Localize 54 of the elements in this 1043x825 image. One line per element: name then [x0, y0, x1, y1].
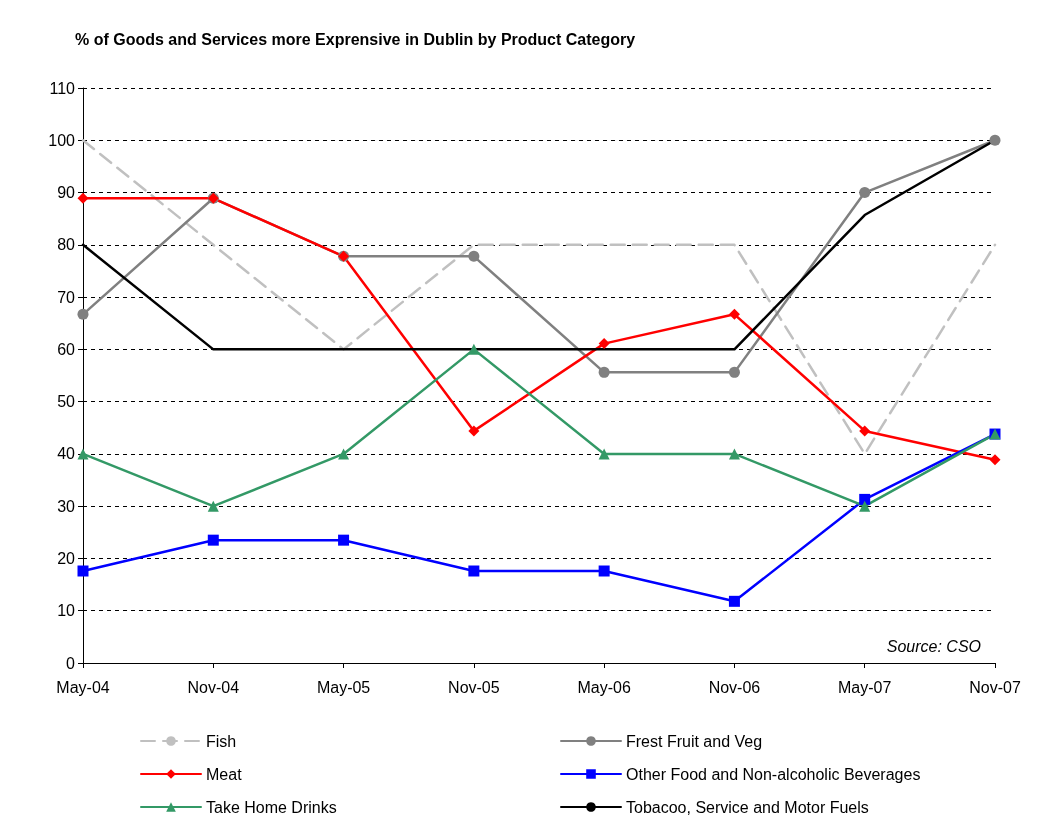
point: [338, 534, 350, 546]
point: [468, 250, 480, 262]
point: [598, 366, 610, 378]
point: [989, 454, 1001, 466]
x-tick-label: May-04: [56, 678, 110, 696]
point: [859, 425, 871, 437]
legend-label: Meat: [206, 765, 243, 783]
y-tick-label: 60: [57, 340, 76, 358]
point: [728, 595, 740, 607]
annotation: Source: CSO: [886, 637, 982, 655]
point: [859, 500, 871, 512]
y-tick-label: 0: [66, 654, 76, 672]
point: [728, 366, 740, 378]
point: [859, 187, 871, 199]
y-tick-label: 20: [57, 549, 76, 567]
y-tick-label: 50: [57, 393, 76, 411]
point: [468, 425, 480, 437]
y-tick-label: 110: [49, 79, 76, 97]
x-tick-label: May-05: [316, 678, 371, 696]
legend-label: Tobacoo, Service and Motor Fuels: [626, 798, 869, 816]
point: [468, 565, 480, 577]
legend-label: Take Home Drinks: [206, 798, 337, 816]
point: [989, 134, 1001, 146]
point: [468, 343, 480, 355]
x-tick-label: Nov-05: [448, 678, 500, 696]
x-tick-label: Nov-04: [187, 678, 240, 696]
y-tick-label: 80: [57, 236, 76, 254]
point: [598, 565, 610, 577]
x-tick-label: May-06: [577, 678, 631, 696]
point: [338, 448, 350, 460]
chart-title: % of Goods and Services more Exprensive in Dublin by Product Category: [75, 30, 636, 48]
point: [77, 448, 89, 460]
point: [598, 448, 610, 460]
y-tick-label: 30: [57, 497, 76, 515]
point: [207, 534, 219, 546]
x-tick-label: May-07: [838, 678, 892, 696]
legend-label: Fish: [206, 732, 237, 750]
y-tick-label: 10: [57, 602, 76, 620]
x-tick-label: Nov-06: [708, 678, 761, 696]
y-tick-label: 90: [57, 184, 76, 202]
point: [728, 308, 740, 320]
point: [77, 192, 89, 204]
legend-label: Other Food and Non-alcoholic Beverages: [626, 765, 921, 783]
point: [728, 448, 740, 460]
point: [859, 493, 871, 505]
point: [207, 500, 219, 512]
legend-label: Frest Fruit and Veg: [626, 732, 763, 750]
x-tick-label: Nov-07: [969, 678, 1021, 696]
y-tick-label: 40: [57, 445, 76, 463]
point: [77, 565, 89, 577]
point: [598, 338, 610, 350]
y-tick-label: 100: [48, 131, 76, 149]
y-tick-label: 70: [57, 288, 76, 306]
point: [77, 308, 89, 320]
